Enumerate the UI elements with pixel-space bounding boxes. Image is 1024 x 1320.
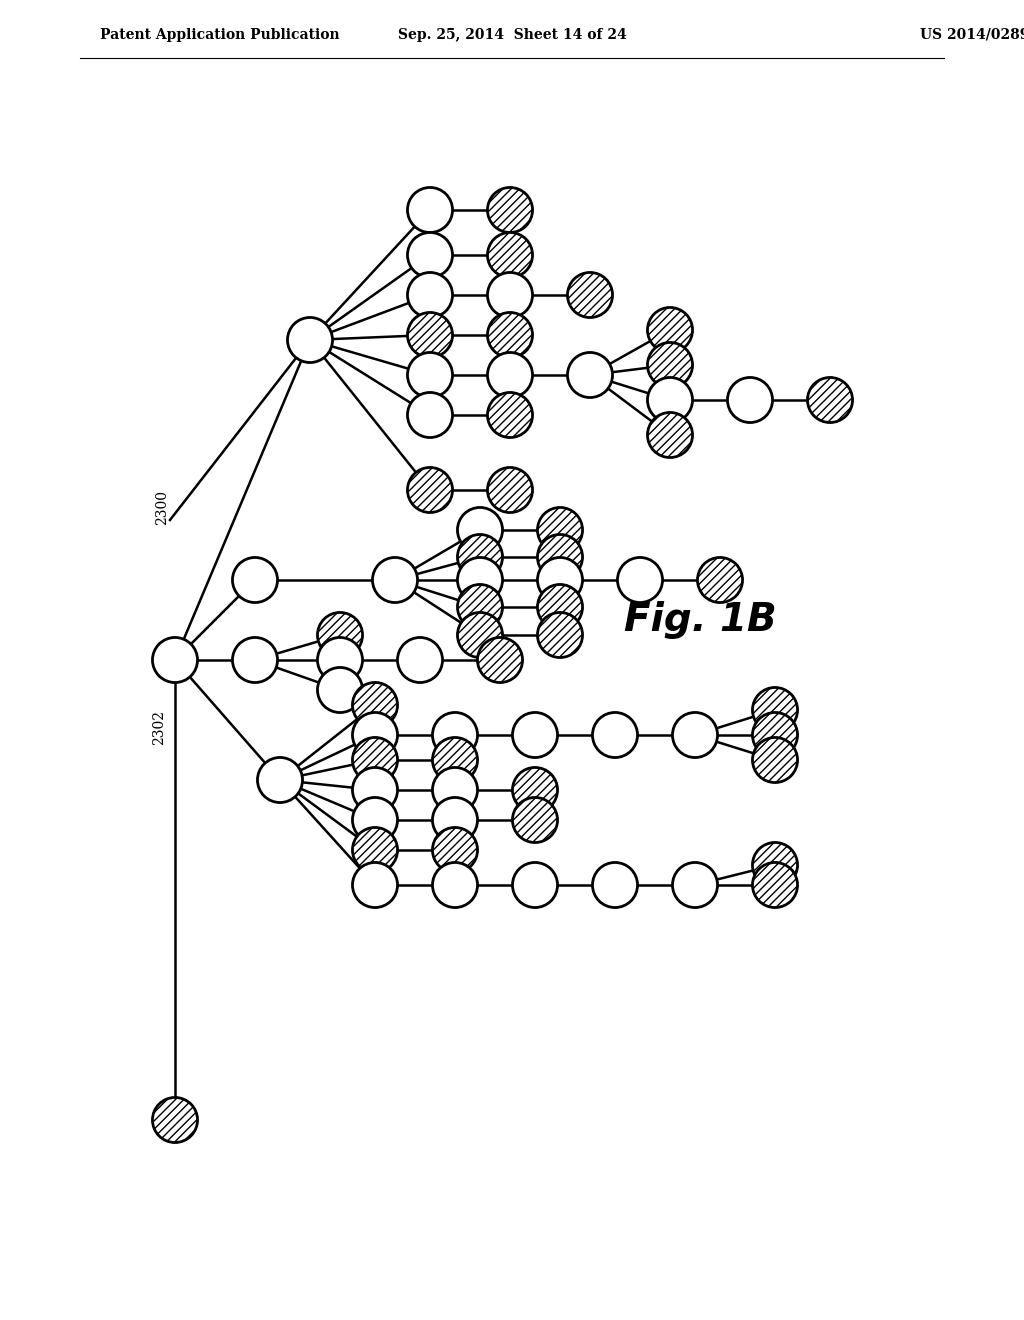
Text: Patent Application Publication: Patent Application Publication	[100, 28, 340, 42]
Circle shape	[487, 313, 532, 358]
Circle shape	[432, 862, 477, 908]
Circle shape	[538, 585, 583, 630]
Circle shape	[697, 557, 742, 602]
Circle shape	[432, 828, 477, 873]
Circle shape	[458, 612, 503, 657]
Circle shape	[647, 378, 692, 422]
Circle shape	[753, 842, 798, 887]
Circle shape	[487, 352, 532, 397]
Circle shape	[487, 392, 532, 437]
Circle shape	[487, 272, 532, 318]
Circle shape	[593, 713, 638, 758]
Circle shape	[432, 738, 477, 783]
Circle shape	[647, 342, 692, 388]
Circle shape	[352, 828, 397, 873]
Circle shape	[647, 412, 692, 458]
Circle shape	[753, 713, 798, 758]
Circle shape	[317, 612, 362, 657]
Circle shape	[538, 535, 583, 579]
Circle shape	[397, 638, 442, 682]
Circle shape	[567, 272, 612, 318]
Circle shape	[458, 585, 503, 630]
Circle shape	[257, 758, 302, 803]
Circle shape	[477, 638, 522, 682]
Circle shape	[487, 187, 532, 232]
Circle shape	[753, 862, 798, 908]
Circle shape	[408, 467, 453, 512]
Circle shape	[512, 713, 557, 758]
Circle shape	[352, 797, 397, 842]
Circle shape	[373, 557, 418, 602]
Circle shape	[512, 797, 557, 842]
Circle shape	[408, 352, 453, 397]
Circle shape	[352, 682, 397, 727]
Circle shape	[753, 738, 798, 783]
Circle shape	[673, 862, 718, 908]
Text: 2302: 2302	[152, 710, 166, 744]
Circle shape	[153, 638, 198, 682]
Circle shape	[617, 557, 663, 602]
Circle shape	[458, 557, 503, 602]
Circle shape	[538, 507, 583, 553]
Circle shape	[538, 612, 583, 657]
Circle shape	[458, 507, 503, 553]
Circle shape	[727, 378, 772, 422]
Circle shape	[647, 308, 692, 352]
Circle shape	[432, 713, 477, 758]
Circle shape	[512, 862, 557, 908]
Circle shape	[408, 232, 453, 277]
Circle shape	[352, 713, 397, 758]
Circle shape	[408, 272, 453, 318]
Circle shape	[317, 668, 362, 713]
Circle shape	[458, 535, 503, 579]
Circle shape	[432, 767, 477, 813]
Circle shape	[512, 767, 557, 813]
Circle shape	[352, 767, 397, 813]
Circle shape	[232, 557, 278, 602]
Text: Fig. 1B: Fig. 1B	[624, 601, 776, 639]
Circle shape	[487, 232, 532, 277]
Circle shape	[408, 392, 453, 437]
Circle shape	[753, 688, 798, 733]
Circle shape	[408, 187, 453, 232]
Circle shape	[352, 862, 397, 908]
Circle shape	[567, 352, 612, 397]
Circle shape	[538, 557, 583, 602]
Text: Sep. 25, 2014  Sheet 14 of 24: Sep. 25, 2014 Sheet 14 of 24	[397, 28, 627, 42]
Circle shape	[232, 638, 278, 682]
Circle shape	[288, 318, 333, 363]
Circle shape	[317, 638, 362, 682]
Circle shape	[593, 862, 638, 908]
Circle shape	[487, 467, 532, 512]
Circle shape	[352, 738, 397, 783]
Circle shape	[408, 313, 453, 358]
Text: US 2014/0289266 A1: US 2014/0289266 A1	[920, 28, 1024, 42]
Circle shape	[153, 1097, 198, 1143]
Circle shape	[808, 378, 853, 422]
Circle shape	[432, 797, 477, 842]
Text: 2300: 2300	[155, 490, 169, 525]
Circle shape	[673, 713, 718, 758]
